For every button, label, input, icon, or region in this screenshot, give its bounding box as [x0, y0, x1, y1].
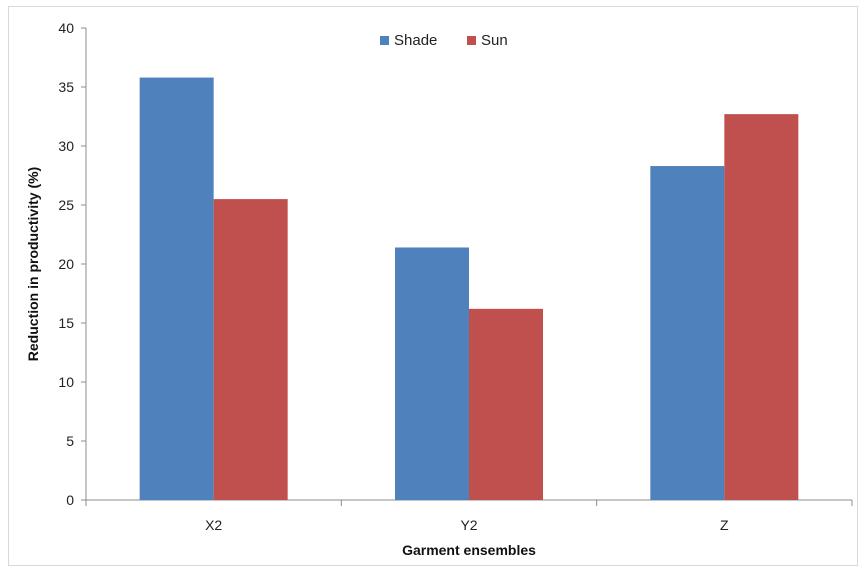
y-tick-label: 35: [58, 79, 74, 95]
bar-sun-x2: [213, 199, 288, 500]
bar-sun-y2: [469, 308, 543, 500]
bar-sun-z: [724, 114, 799, 500]
y-tick-label: 40: [58, 20, 74, 36]
legend-label-sun: Sun: [481, 32, 508, 49]
x-axis-title: Garment ensembles: [402, 542, 536, 558]
bar-shade-y2: [395, 247, 469, 500]
bar-shade-x2: [139, 77, 214, 500]
y-tick-label: 30: [58, 138, 74, 154]
legend-swatch-shade: [380, 36, 389, 45]
legend-label-shade: Shade: [394, 32, 437, 49]
y-tick-label: 15: [58, 315, 74, 331]
x-tick-label: Y2: [460, 517, 477, 533]
x-tick-label: X2: [205, 517, 222, 533]
y-tick-label: 0: [66, 492, 74, 508]
y-tick-label: 25: [58, 197, 74, 213]
y-axis-title: Reduction in productivity (%): [25, 167, 41, 361]
y-axis-ticks: 0 5 10 15 20 25 30 35 40: [58, 20, 86, 508]
legend-swatch-sun: [467, 36, 476, 45]
bar-shade-z: [650, 166, 725, 500]
y-tick-label: 10: [58, 374, 74, 390]
legend: Shade Sun: [380, 32, 508, 49]
x-axis-ticks: X2 Y2 Z: [85, 500, 853, 533]
x-tick-label: Z: [720, 517, 729, 533]
bar-series: [139, 77, 799, 500]
y-tick-label: 5: [66, 433, 74, 449]
y-tick-label: 20: [58, 256, 74, 272]
